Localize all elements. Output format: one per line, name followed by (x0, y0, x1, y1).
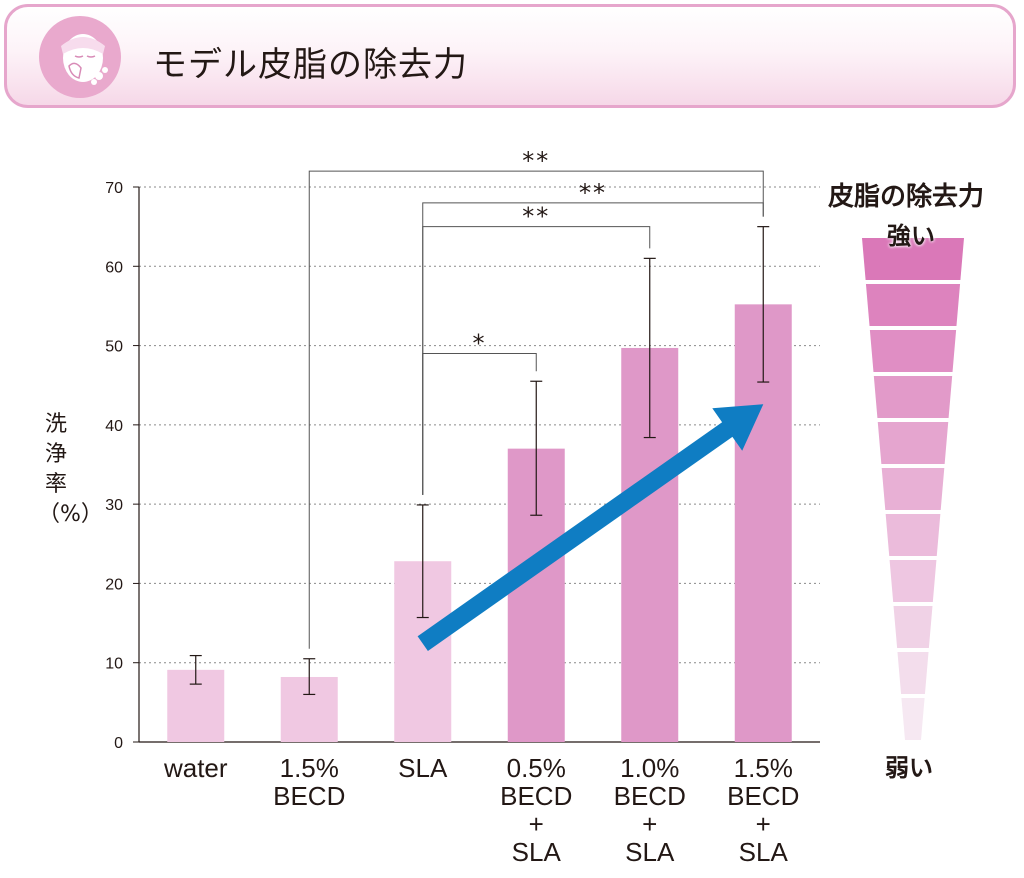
y-tick-label: 40 (105, 418, 123, 435)
scale-segment (877, 422, 949, 464)
scale-segment (893, 606, 933, 648)
gridlines (139, 186, 820, 664)
scale-segment (889, 560, 937, 602)
x-tick-label: water (163, 753, 228, 783)
y-tick-label: 60 (105, 259, 123, 276)
x-tick-label: 0.5% BECD + SLA (500, 753, 573, 867)
face-washing-icon (39, 16, 121, 98)
y-tick-label: 0 (114, 735, 123, 752)
bars (167, 304, 792, 742)
x-tick-label: SLA (398, 753, 448, 783)
error-bars (189, 226, 770, 696)
x-tick-label: 1.5% BECD + SLA (727, 753, 800, 867)
axes: 0 10 20 30 40 50 60 70 (105, 180, 820, 752)
scale-segment (897, 652, 929, 694)
trend-arrow (417, 404, 764, 651)
trend-arrow-shape (417, 404, 764, 651)
scale-segment (873, 376, 953, 418)
scale-segment (865, 284, 961, 326)
y-tick-label: 10 (105, 656, 123, 673)
scale-weak-label: 弱い (885, 754, 933, 782)
y-tick-label: 30 (105, 497, 123, 514)
scale-segment (862, 238, 964, 280)
y-tick-label: 20 (105, 576, 123, 593)
scale-segment (881, 468, 945, 510)
significance-label: ** (522, 147, 550, 175)
significance-label: ** (579, 179, 607, 207)
scale-segment (901, 698, 925, 740)
scale-title: 皮脂の除去力 (828, 182, 985, 212)
scale-segment (885, 514, 941, 556)
significance-label: ** (522, 203, 550, 231)
x-tick-label: 1.0% BECD + SLA (613, 753, 686, 867)
scale-strong-label: 強い (887, 222, 935, 250)
significance-bracket (308, 170, 764, 649)
y-tick-label: 70 (105, 180, 123, 197)
significance-label: * (473, 330, 487, 358)
header-banner: モデル皮脂の除去力 (4, 4, 1016, 108)
x-tick-label: 1.5% BECD (273, 753, 346, 811)
page-title: モデル皮脂の除去力 (153, 45, 468, 85)
scale-segment (869, 330, 957, 372)
strength-scale (862, 238, 964, 740)
y-tick-label: 50 (105, 339, 123, 356)
y-axis-label: 洗浄率（%） (38, 412, 103, 527)
significance-brackets: ******* (308, 147, 764, 649)
